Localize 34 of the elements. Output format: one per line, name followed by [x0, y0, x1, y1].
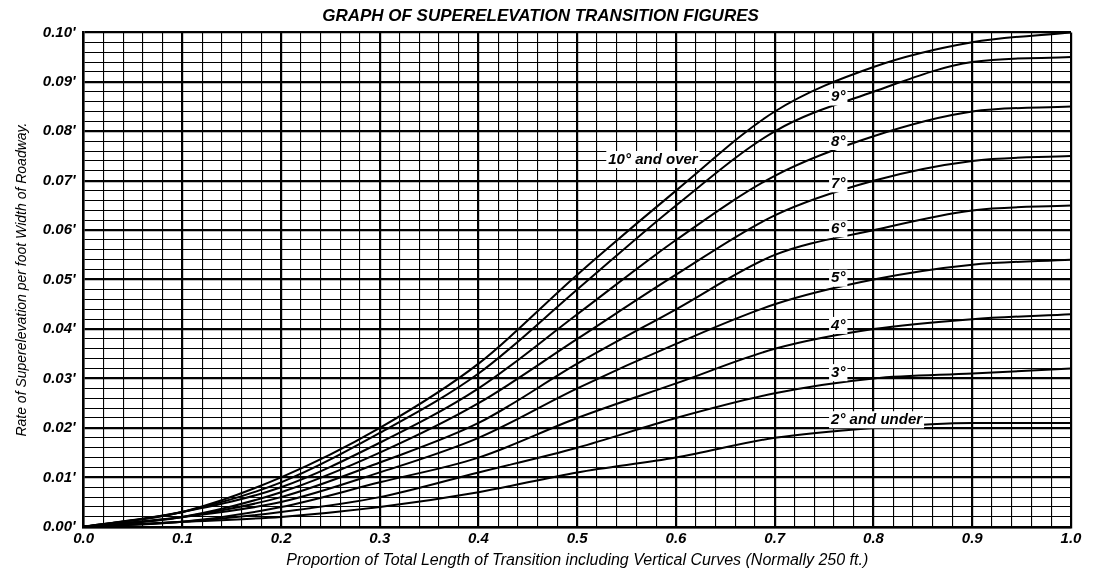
y-tick-label: 0.01': [42, 467, 76, 485]
series-label: 3°: [831, 362, 847, 380]
y-tick-label: 0.07': [42, 170, 76, 188]
x-tick-label: 0.5: [566, 528, 589, 546]
x-tick-label: 0.2: [270, 528, 293, 546]
x-axis-title: Proportion of Total Length of Transition including Vertical Curves (Normally 250 ft.): [286, 550, 869, 568]
y-tick-label: 0.08': [42, 121, 76, 139]
chart-title: GRAPH OF SUPERELEVATION TRANSITION FIGURES: [322, 5, 760, 25]
x-tick-label: 0.4: [468, 528, 490, 546]
y-tick-label: 0.02': [42, 418, 76, 436]
series-label: 6°: [831, 218, 847, 236]
x-tick-label: 0.7: [764, 528, 786, 546]
y-tick-label: 0.06': [42, 220, 76, 238]
x-tick-label: 0.6: [665, 528, 688, 546]
series-label: 10° and over: [608, 149, 699, 167]
y-tick-label: 0.05': [42, 269, 76, 287]
x-tick-label: 0.8: [863, 528, 885, 546]
series-label: 9°: [831, 87, 847, 105]
x-tick-label: 0.1: [171, 528, 193, 546]
y-tick-label: 0.10': [42, 22, 76, 40]
y-axis-title: Rate of Superelevation per foot Width of Roadway.: [13, 122, 30, 437]
y-tick-label: 0.03': [42, 368, 76, 386]
y-tick-label: 0.04': [42, 319, 76, 337]
series-label: 8°: [831, 131, 847, 149]
series-label: 5°: [831, 268, 847, 286]
x-tick-label: 0.0: [73, 528, 95, 546]
x-tick-label: 0.9: [961, 528, 984, 546]
y-tick-label: 0.09': [42, 71, 76, 89]
series-label: 2° and under: [830, 410, 924, 428]
series-label: 7°: [831, 173, 847, 191]
series-label: 4°: [830, 315, 847, 333]
x-tick-label: 1.0: [1060, 528, 1083, 546]
x-tick-label: 0.3: [369, 528, 391, 546]
y-tick-label: 0.00': [42, 516, 76, 534]
